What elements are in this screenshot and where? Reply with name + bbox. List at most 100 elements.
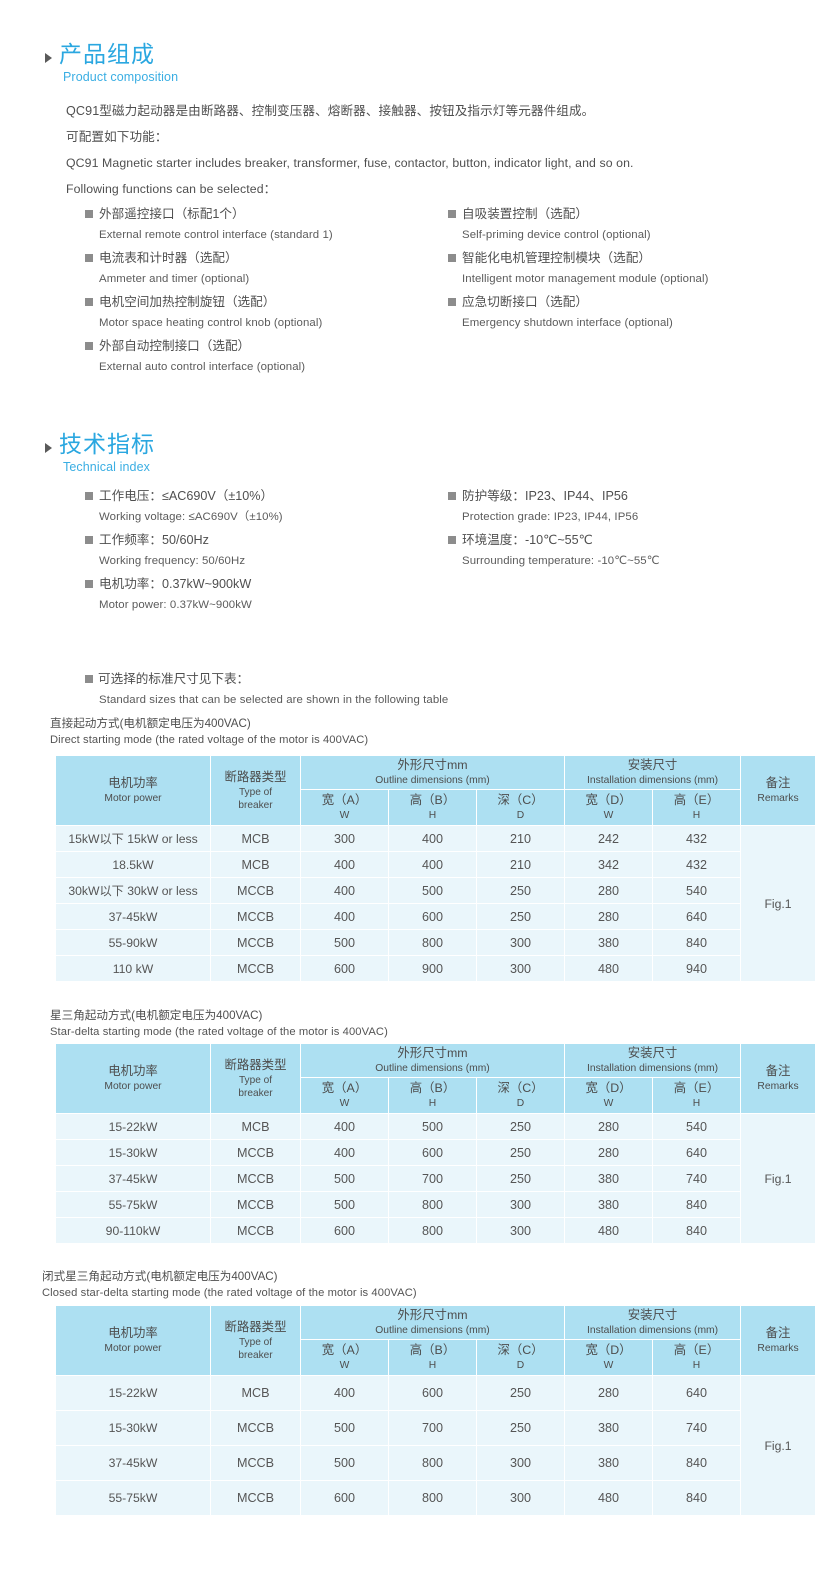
spec-label-en: Motor power: 0.37kW~900kW (99, 599, 252, 611)
cell-width-d: 342 (564, 851, 653, 878)
feature-label-cn: 外部自动控制接口（选配） (99, 339, 251, 353)
paragraph-cn-1: QC91型磁力起动器是由断路器、控制变压器、熔断器、接触器、按钮及指示灯等元器件… (66, 104, 595, 118)
square-bullet-icon (448, 210, 456, 218)
feature-label-en: External remote control interface (stand… (99, 229, 333, 241)
th-outline-dimensions: 外形尺寸mm Outline dimensions (mm) (300, 755, 565, 790)
spec-label-cn: 工作电压：≤AC690V（±10%） (99, 489, 274, 503)
cell-height-e: 540 (651, 877, 742, 904)
cell-motor-power: 15-22kW (55, 1375, 211, 1411)
th-width-d: 宽（D） W (564, 1077, 653, 1114)
cell-height-e: 432 (651, 851, 742, 878)
cell-width-a: 600 (300, 1480, 389, 1516)
table-header: 电机功率 Motor power 断路器类型 Type of breaker 外… (55, 1043, 817, 1114)
cell-height-b: 800 (388, 1480, 477, 1516)
square-bullet-icon (85, 210, 93, 218)
cell-breaker: MCCB (210, 1445, 301, 1481)
feature-list-left: 外部遥控接口（标配1个） External remote control int… (85, 203, 435, 379)
cell-motor-power: 18.5kW (55, 851, 211, 878)
cell-width-d: 380 (564, 929, 653, 956)
th-motor-power: 电机功率 Motor power (55, 1043, 211, 1114)
cell-height-b: 800 (388, 1191, 477, 1218)
table-row: 37-45kW MCCB 500 700 250 380 740 (55, 1165, 816, 1192)
cell-height-b: 400 (388, 851, 477, 878)
caption-en: Star-delta starting mode (the rated volt… (50, 1026, 388, 1038)
table-row: 15-22kW MCB 400 600 250 280 640 Fig.1 (55, 1375, 817, 1516)
cell-height-b: 500 (388, 1113, 477, 1140)
feature-label-cn: 外部遥控接口（标配1个） (99, 207, 245, 221)
caption-cn: 星三角起动方式(电机额定电压为400VAC) (50, 1009, 263, 1022)
cell-depth-c: 210 (476, 825, 565, 852)
th-motor-power: 电机功率 Motor power (55, 755, 211, 826)
cell-motor-power: 30kW以下 30kW or less (55, 877, 211, 904)
cell-width-d: 280 (564, 903, 653, 930)
caption-en: Direct starting mode (the rated voltage … (50, 734, 369, 746)
table-row: 37-45kW MCCB 400 600 250 280 640 (55, 903, 816, 930)
table-body: 15-22kW MCB 400 600 250 280 640 Fig.1 15… (55, 1375, 817, 1516)
paragraph-en-1: QC91 Magnetic starter includes breaker, … (66, 156, 634, 170)
th-breaker-type: 断路器类型 Type of breaker (210, 1043, 301, 1114)
cell-width-d: 380 (564, 1410, 653, 1446)
cell-height-e: 840 (651, 1191, 742, 1218)
th-installation-dimensions: 安装尺寸 Installation dimensions (mm) (563, 1305, 742, 1340)
standard-sizes-note: 可选择的标准尺寸见下表： Standard sizes that can be … (85, 668, 685, 711)
square-bullet-icon (85, 580, 93, 588)
cell-width-a: 500 (300, 1191, 389, 1218)
note-label-cn: 可选择的标准尺寸见下表： (98, 672, 250, 686)
table-row: 55-90kW MCCB 500 800 300 380 840 (55, 929, 816, 956)
square-bullet-icon (85, 342, 93, 350)
feature-label-cn: 智能化电机管理控制模块（选配） (462, 251, 651, 265)
cell-breaker: MCCB (210, 1191, 301, 1218)
cell-width-a: 400 (300, 1113, 389, 1140)
list-item: 应急切断接口（选配） Emergency shutdown interface … (448, 291, 798, 334)
cell-height-e: 840 (651, 929, 742, 956)
cell-depth-c: 250 (476, 903, 565, 930)
feature-list-right: 自吸装置控制（选配） Self-priming device control (… (448, 203, 798, 335)
list-item: 自吸装置控制（选配） Self-priming device control (… (448, 203, 798, 246)
cell-width-d: 242 (564, 825, 653, 852)
square-bullet-icon (448, 492, 456, 500)
th-height-e: 高（E） H (651, 1339, 742, 1376)
feature-label-cn: 自吸装置控制（选配） (462, 207, 588, 221)
cell-height-b: 600 (388, 1375, 477, 1411)
th-width-a: 宽（A） W (300, 1339, 389, 1376)
table-body: 15-22kW MCB 400 500 250 280 540 Fig.1 15… (55, 1113, 817, 1244)
cell-breaker: MCCB (210, 1165, 301, 1192)
table-closed-star-delta-starting-mode: 电机功率 Motor power 断路器类型 Type of breaker 外… (55, 1305, 817, 1516)
feature-label-en: External auto control interface (optiona… (99, 361, 306, 373)
cell-motor-power: 55-90kW (55, 929, 211, 956)
cell-depth-c: 250 (476, 1139, 565, 1166)
cell-width-a: 500 (300, 1165, 389, 1192)
cell-breaker: MCB (210, 1113, 301, 1140)
th-breaker-type: 断路器类型 Type of breaker (210, 1305, 301, 1376)
cell-motor-power: 55-75kW (55, 1191, 211, 1218)
cell-width-a: 600 (300, 955, 389, 982)
cell-width-a: 500 (300, 1410, 389, 1446)
cell-width-a: 400 (300, 1375, 389, 1411)
cell-motor-power: 37-45kW (55, 1445, 211, 1481)
cell-depth-c: 300 (476, 1445, 565, 1481)
section-title-cn: 产品组成 (59, 41, 155, 67)
cell-height-b: 700 (388, 1410, 477, 1446)
note-label-en: Standard sizes that can be selected are … (99, 694, 449, 706)
table-header: 电机功率 Motor power 断路器类型 Type of breaker 外… (55, 1305, 817, 1376)
th-remarks: 备注 Remarks (740, 1305, 817, 1376)
table-body: 15kW以下 15kW or less MCB 300 400 210 242 … (55, 825, 817, 982)
feature-label-en: Motor space heating control knob (option… (99, 317, 323, 329)
cell-breaker: MCCB (210, 1217, 301, 1244)
table-row: 15-22kW MCB 400 500 250 280 540 Fig.1 (55, 1113, 817, 1244)
table-row: 55-75kW MCCB 500 800 300 380 840 (55, 1191, 816, 1218)
cell-breaker: MCCB (210, 877, 301, 904)
cell-width-a: 600 (300, 1217, 389, 1244)
list-item: 电机空间加热控制旋钮（选配） Motor space heating contr… (85, 291, 435, 334)
th-depth-c: 深（C） D (476, 789, 565, 826)
th-installation-dimensions: 安装尺寸 Installation dimensions (mm) (563, 1043, 742, 1078)
cell-breaker: MCCB (210, 929, 301, 956)
cell-height-e: 540 (651, 1113, 742, 1140)
triangle-marker-icon (45, 443, 52, 453)
cell-depth-c: 250 (476, 1113, 565, 1140)
square-bullet-icon (448, 298, 456, 306)
cell-height-b: 600 (388, 903, 477, 930)
spec-label-cn: 电机功率：0.37kW~900kW (99, 577, 252, 591)
cell-height-e: 840 (651, 1445, 742, 1481)
th-breaker-type: 断路器类型 Type of breaker (210, 755, 301, 826)
